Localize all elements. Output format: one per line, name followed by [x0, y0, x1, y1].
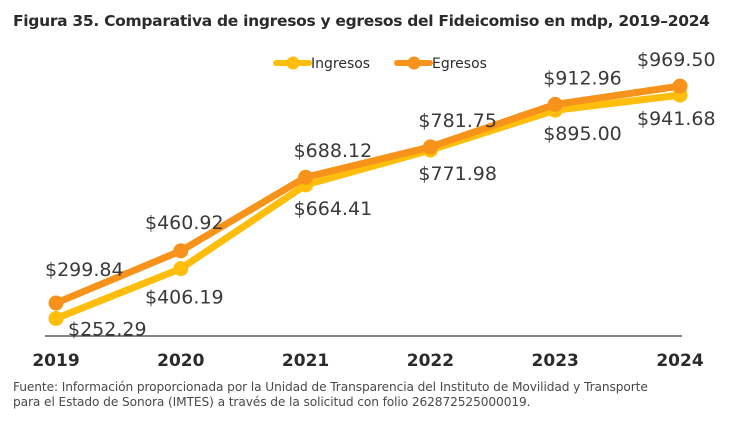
data-point-egresos-2019	[48, 295, 64, 311]
data-point-egresos-2023	[547, 96, 563, 112]
data-label-egresos-2023: $912.96	[543, 67, 622, 89]
source-line-2: para el Estado de Sonora (IMTES) a travé…	[13, 395, 531, 409]
series-layer	[48, 78, 688, 326]
x-tick-labels: 2019 2020 2021 2022 2023 2024	[32, 351, 703, 371]
data-point-egresos-2020	[173, 243, 189, 259]
legend-label-ingresos: Ingresos	[311, 56, 370, 72]
data-label-egresos-2022: $781.75	[418, 110, 497, 132]
series-line-ingresos	[52, 91, 684, 322]
source-line-1: Fuente: Información proporcionada por la…	[13, 380, 648, 394]
data-label-ingresos-2021: $664.41	[294, 198, 373, 220]
data-label-egresos-2020: $460.92	[145, 212, 224, 234]
source-note: Fuente: Información proporcionada por la…	[13, 380, 648, 410]
data-label-ingresos-2023: $895.00	[543, 123, 622, 145]
series-line-egresos	[52, 82, 684, 307]
data-point-egresos-2021	[298, 169, 314, 185]
data-label-ingresos-2020: $406.19	[145, 287, 224, 309]
legend-marker-egresos	[407, 56, 421, 70]
x-tick-label-2023: 2023	[532, 351, 579, 371]
x-tick-label-2024: 2024	[656, 351, 703, 371]
legend: Ingresos Egresos	[273, 56, 487, 72]
data-point-ingresos-2020	[173, 261, 189, 277]
data-label-egresos-2021: $688.12	[294, 140, 373, 162]
data-label-ingresos-2024: $941.68	[637, 108, 716, 130]
data-label-ingresos-2022: $771.98	[418, 163, 497, 185]
data-point-egresos-2022	[422, 139, 438, 155]
legend-marker-ingresos	[286, 56, 300, 70]
legend-item-egresos: Egresos	[394, 56, 487, 72]
data-label-ingresos-2019: $252.29	[68, 318, 147, 340]
x-tick-label-2021: 2021	[282, 351, 329, 371]
x-tick-label-2020: 2020	[157, 351, 204, 371]
data-point-ingresos-2019	[48, 310, 64, 326]
data-label-egresos-2019: $299.84	[45, 259, 124, 281]
legend-item-ingresos: Ingresos	[273, 56, 370, 72]
data-point-egresos-2024	[672, 78, 688, 94]
chart-title: Figura 35. Comparativa de ingresos y egr…	[13, 12, 710, 30]
series-egresos	[48, 78, 688, 311]
legend-label-egresos: Egresos	[432, 56, 487, 72]
x-tick-label-2019: 2019	[32, 351, 79, 371]
data-labels: $252.29 $406.19 $664.41 $771.98 $895.00 $941.…	[45, 49, 716, 340]
data-label-egresos-2024: $969.50	[637, 49, 716, 71]
x-tick-label-2022: 2022	[407, 351, 454, 371]
